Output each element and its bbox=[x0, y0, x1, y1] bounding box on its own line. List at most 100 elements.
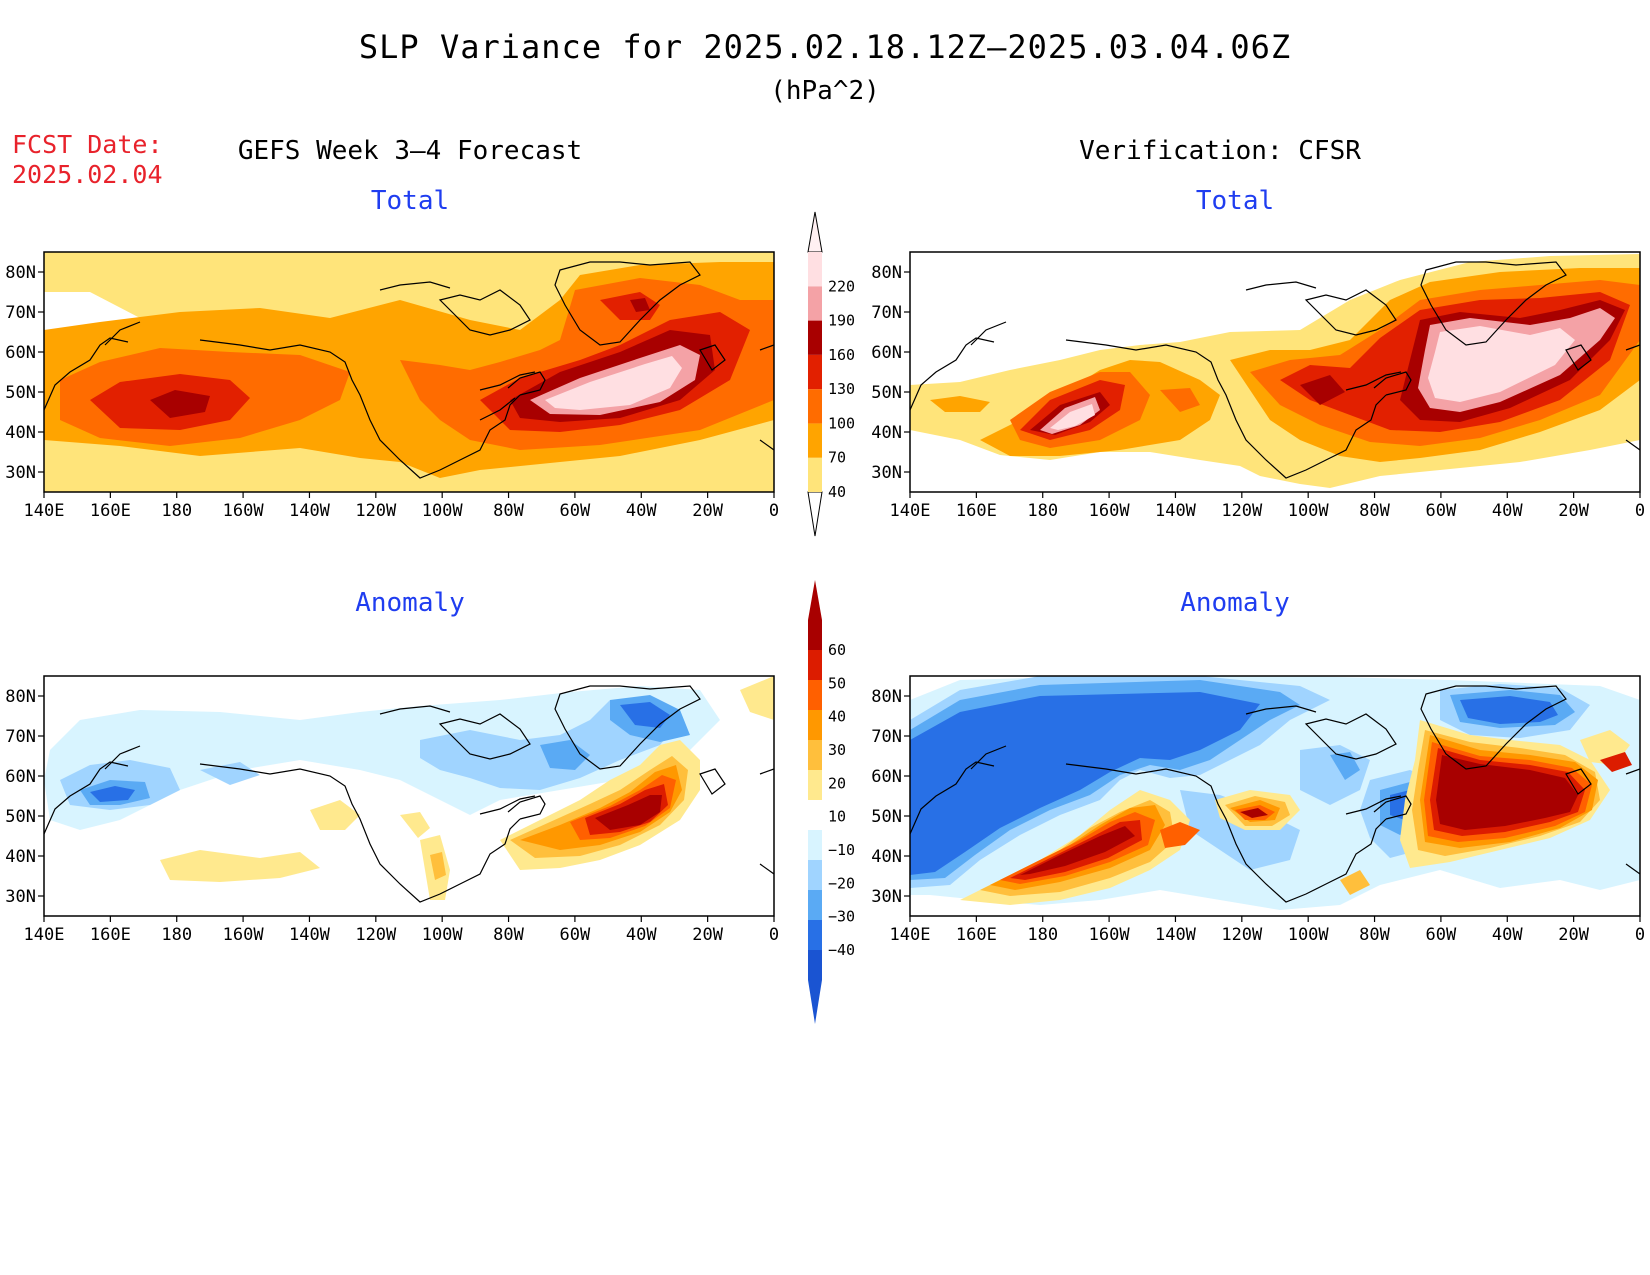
lon-tick-label: 100W bbox=[1288, 501, 1330, 521]
colorbar-level-label: 100 bbox=[828, 414, 855, 432]
colorbar-level-label: −20 bbox=[828, 874, 855, 892]
lon-tick-label: 40W bbox=[1492, 925, 1523, 945]
lat-tick-label: 80N bbox=[871, 687, 902, 707]
lon-tick-label: 160E bbox=[956, 501, 997, 521]
colorbar-level-label: 190 bbox=[828, 312, 855, 330]
lon-tick-label: 180 bbox=[161, 925, 192, 945]
colorbar-segment bbox=[808, 423, 822, 458]
lat-tick-label: 30N bbox=[871, 463, 902, 483]
colorbar-level-label: 130 bbox=[828, 380, 855, 398]
lat-tick-label: 80N bbox=[871, 263, 902, 283]
lon-tick-label: 40W bbox=[1492, 501, 1523, 521]
lat-tick-label: 50N bbox=[5, 807, 36, 827]
map-axes: 140E 160E 180 160W 140W 120W 100W 80W 60W 40W 20W 0… bbox=[5, 263, 1645, 945]
colorbar-level-label: 50 bbox=[828, 674, 846, 692]
lon-tick-label: 160E bbox=[90, 501, 131, 521]
top-right-map bbox=[909, 251, 1641, 493]
lon-tick-label: 80W bbox=[493, 925, 524, 945]
top-left-map bbox=[43, 251, 775, 493]
bottom-left-panel-title: Anomaly bbox=[355, 588, 465, 618]
colorbar-segment bbox=[808, 830, 822, 860]
lon-tick-label: 100W bbox=[422, 501, 464, 521]
lat-tick-label: 60N bbox=[5, 767, 36, 787]
lat-tick-label: 40N bbox=[5, 847, 36, 867]
lon-tick-label: 180 bbox=[1027, 501, 1058, 521]
lon-tick-label: 100W bbox=[1288, 925, 1330, 945]
lon-tick-label: 140E bbox=[24, 925, 65, 945]
bottom-right-map bbox=[909, 675, 1641, 917]
figure-title: SLP Variance for 2025.02.18.12Z–2025.03.… bbox=[358, 28, 1292, 66]
lon-tick-label: 20W bbox=[692, 501, 723, 521]
lon-tick-label: 140W bbox=[289, 925, 331, 945]
lon-tick-label: 160E bbox=[956, 925, 997, 945]
colorbar-level-label: 30 bbox=[828, 741, 846, 759]
lon-tick-label: 140E bbox=[24, 501, 65, 521]
colorbar-segment bbox=[808, 740, 822, 770]
lat-tick-label: 70N bbox=[871, 303, 902, 323]
bottom-left-map bbox=[43, 675, 775, 917]
lat-tick-label: 70N bbox=[871, 727, 902, 747]
colorbar-segment bbox=[808, 650, 822, 680]
lon-tick-label: 160E bbox=[90, 925, 131, 945]
fcst-label: FCST Date: bbox=[12, 130, 163, 159]
colorbar-segment bbox=[808, 457, 822, 492]
colorbar-segment bbox=[808, 389, 822, 424]
colorbar-level-label: 40 bbox=[828, 708, 846, 726]
lon-tick-label: 140E bbox=[890, 501, 931, 521]
lon-tick-label: 80W bbox=[493, 501, 524, 521]
lat-tick-label: 70N bbox=[5, 727, 36, 747]
lat-tick-label: 60N bbox=[871, 767, 902, 787]
top-right-panel-title: Total bbox=[1195, 186, 1275, 216]
lat-tick-label: 40N bbox=[871, 423, 902, 443]
lon-tick-label: 60W bbox=[560, 925, 591, 945]
colorbar-segment bbox=[808, 710, 822, 740]
lon-tick-label: 60W bbox=[1426, 501, 1457, 521]
colorbar-segment bbox=[808, 800, 822, 830]
right-column-title: Verification: CFSR bbox=[1079, 136, 1361, 166]
lat-tick-label: 50N bbox=[5, 383, 36, 403]
anomaly-colorbar: 60 50 40 30 20 10 −10 −20 −30 −40 bbox=[808, 580, 855, 1024]
lon-tick-label: 60W bbox=[560, 501, 591, 521]
lon-tick-label: 0 bbox=[769, 925, 779, 945]
lat-tick-label: 60N bbox=[871, 343, 902, 363]
bottom-right-panel-title: Anomaly bbox=[1180, 588, 1290, 618]
lon-tick-label: 80W bbox=[1359, 501, 1390, 521]
lon-tick-label: 140E bbox=[890, 925, 931, 945]
lon-tick-label: 0 bbox=[769, 501, 779, 521]
lon-tick-label: 20W bbox=[692, 925, 723, 945]
lon-tick-label: 120W bbox=[355, 925, 397, 945]
lat-tick-label: 60N bbox=[5, 343, 36, 363]
lon-tick-label: 160W bbox=[1089, 501, 1131, 521]
colorbar-segment bbox=[808, 770, 822, 800]
colorbar-segment bbox=[808, 354, 822, 390]
total-colorbar: 40 70 100 130 160 190 220 bbox=[807, 211, 855, 537]
lon-tick-label: 60W bbox=[1426, 925, 1457, 945]
colorbar-level-label: 20 bbox=[828, 774, 846, 792]
lon-tick-label: 40W bbox=[626, 925, 657, 945]
colorbar-level-label: 220 bbox=[828, 277, 855, 295]
colorbar-level-label: −30 bbox=[828, 908, 855, 926]
colorbar-segment bbox=[808, 320, 822, 355]
lon-tick-label: 100W bbox=[422, 925, 464, 945]
lon-tick-label: 120W bbox=[1221, 501, 1263, 521]
lat-tick-label: 50N bbox=[871, 383, 902, 403]
lon-tick-label: 20W bbox=[1558, 501, 1589, 521]
colorbar-segment bbox=[808, 680, 822, 710]
lon-tick-label: 180 bbox=[1027, 925, 1058, 945]
colorbar-level-label: 70 bbox=[828, 449, 846, 467]
lon-tick-label: 160W bbox=[223, 501, 265, 521]
colorbar-segment bbox=[808, 620, 822, 650]
lon-tick-label: 180 bbox=[161, 501, 192, 521]
lon-tick-label: 40W bbox=[626, 501, 657, 521]
colorbar-segment bbox=[808, 286, 822, 321]
lat-tick-label: 80N bbox=[5, 687, 36, 707]
colorbar-level-label: 10 bbox=[828, 808, 846, 826]
colorbar-level-label: 40 bbox=[828, 483, 846, 501]
lon-tick-label: 140W bbox=[289, 501, 331, 521]
lon-tick-label: 160W bbox=[1089, 925, 1131, 945]
lat-tick-label: 50N bbox=[871, 807, 902, 827]
lat-tick-label: 40N bbox=[5, 423, 36, 443]
lat-tick-label: 70N bbox=[5, 303, 36, 323]
left-column-title: GEFS Week 3–4 Forecast bbox=[237, 136, 583, 166]
